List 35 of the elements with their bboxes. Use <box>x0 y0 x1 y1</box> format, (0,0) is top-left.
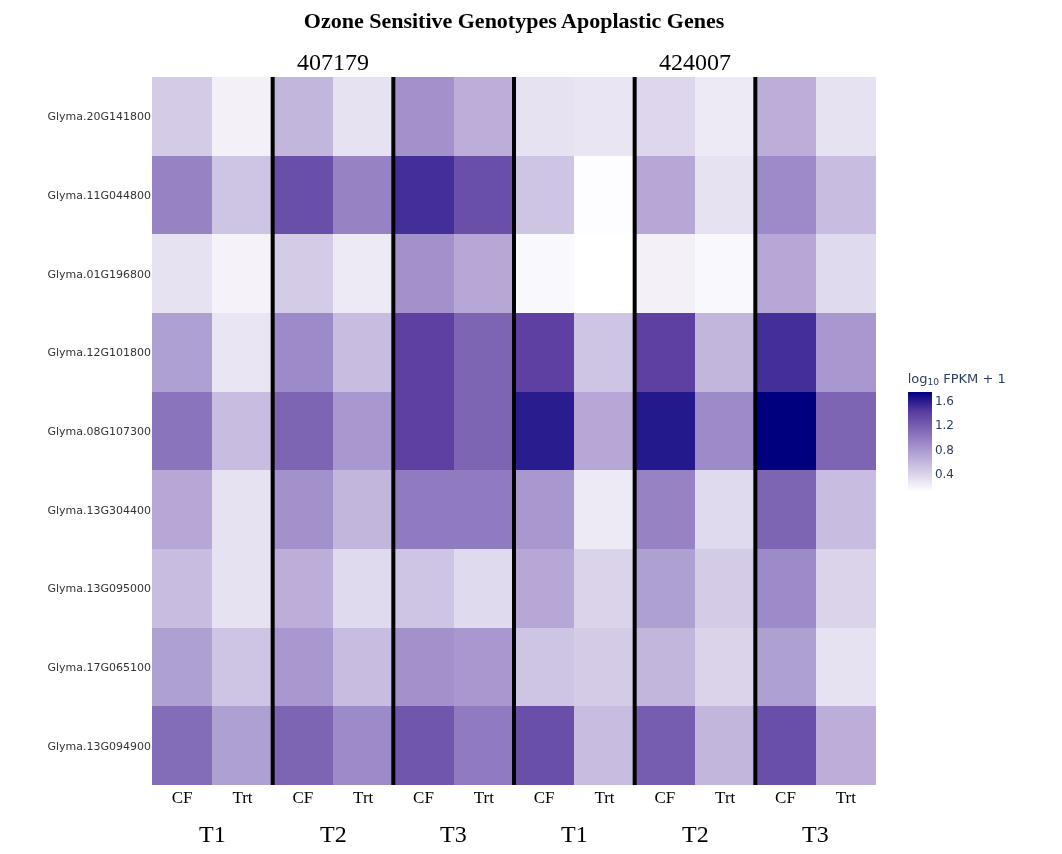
x-tick-label: Trt <box>473 788 495 807</box>
y-tick-label: Glyma.17G065100 <box>47 660 151 674</box>
y-tick-label: Glyma.13G094900 <box>47 739 151 753</box>
color-bar-label: 0.4 <box>934 466 954 481</box>
y-tick-label: Glyma.12G101800 <box>47 346 151 360</box>
y-tick-label: Glyma.11G044800 <box>47 188 151 202</box>
x-tick-label: Trt <box>232 788 253 807</box>
x-tick-label: Trt <box>594 788 615 807</box>
color-bar-label: 1.6 <box>934 394 954 409</box>
text: T2 <box>320 821 347 847</box>
text: T1 <box>561 821 588 847</box>
text: T3 <box>440 821 467 847</box>
x-tick-label: Trt <box>353 788 374 807</box>
y-tick-label: Glyma.13G304400 <box>47 503 151 517</box>
color-bar-label: 1.2 <box>934 418 954 433</box>
text: T3 <box>802 821 829 847</box>
text: 424007 <box>659 49 731 75</box>
y-tick-label: Glyma.08G107300 <box>47 424 151 438</box>
color-bar-title: log$_{10}$ FPKM + 1 <box>907 370 1006 388</box>
chart-title: Ozone Sensitive Genotypes Apoplastic Genes <box>303 8 725 34</box>
text: T1 <box>199 821 226 847</box>
y-tick-label: Glyma.13G095000 <box>47 582 151 596</box>
x-tick-label: Trt <box>715 788 736 807</box>
x-tick-label: CF <box>775 788 796 807</box>
x-tick-label: CF <box>413 788 434 807</box>
x-tick-label: Trt <box>835 788 857 807</box>
color-bar-label: 0.8 <box>934 442 954 457</box>
x-tick-label: CF <box>533 788 555 807</box>
y-tick-label: Glyma.20G141800 <box>47 110 151 124</box>
x-tick-label: CF <box>171 788 193 807</box>
y-tick-label: Glyma.01G196800 <box>47 267 151 281</box>
text: T2 <box>682 821 709 847</box>
text: 407179 <box>297 49 369 75</box>
x-tick-label: CF <box>292 788 314 807</box>
x-tick-label: CF <box>654 788 676 807</box>
